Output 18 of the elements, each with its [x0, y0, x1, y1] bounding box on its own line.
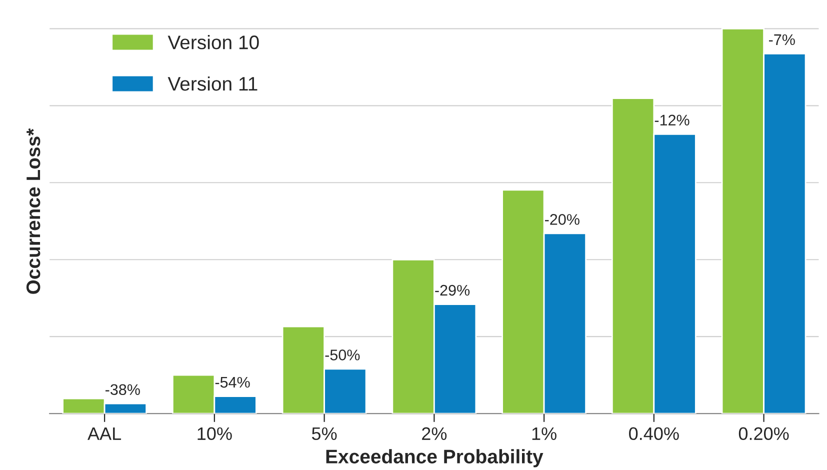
x-tick-label: 0.40% — [629, 427, 679, 440]
annotation: -38% — [106, 384, 140, 396]
x-tick-label: 10% — [198, 427, 232, 440]
x-tick-label: 5% — [312, 427, 337, 440]
x-tick-label: 1% — [532, 427, 556, 440]
annotation: -54% — [215, 376, 250, 388]
annotation: -12% — [654, 114, 690, 126]
annotation: -50% — [325, 350, 360, 360]
x-tick-label: 2% — [422, 427, 447, 440]
annotation: -29% — [435, 284, 470, 296]
annotation: -7% — [768, 34, 795, 46]
annotation: -20% — [544, 214, 580, 225]
x-tick-label: 0.20% — [738, 427, 789, 440]
x-axis-title: Exceedance Probability — [326, 449, 544, 468]
x-tick-label: AAL — [88, 427, 122, 440]
legend-label: Version 11 — [168, 76, 258, 91]
legend-label: Version 10 — [168, 34, 259, 50]
y-axis-title: Occurrence Loss* — [26, 128, 40, 294]
